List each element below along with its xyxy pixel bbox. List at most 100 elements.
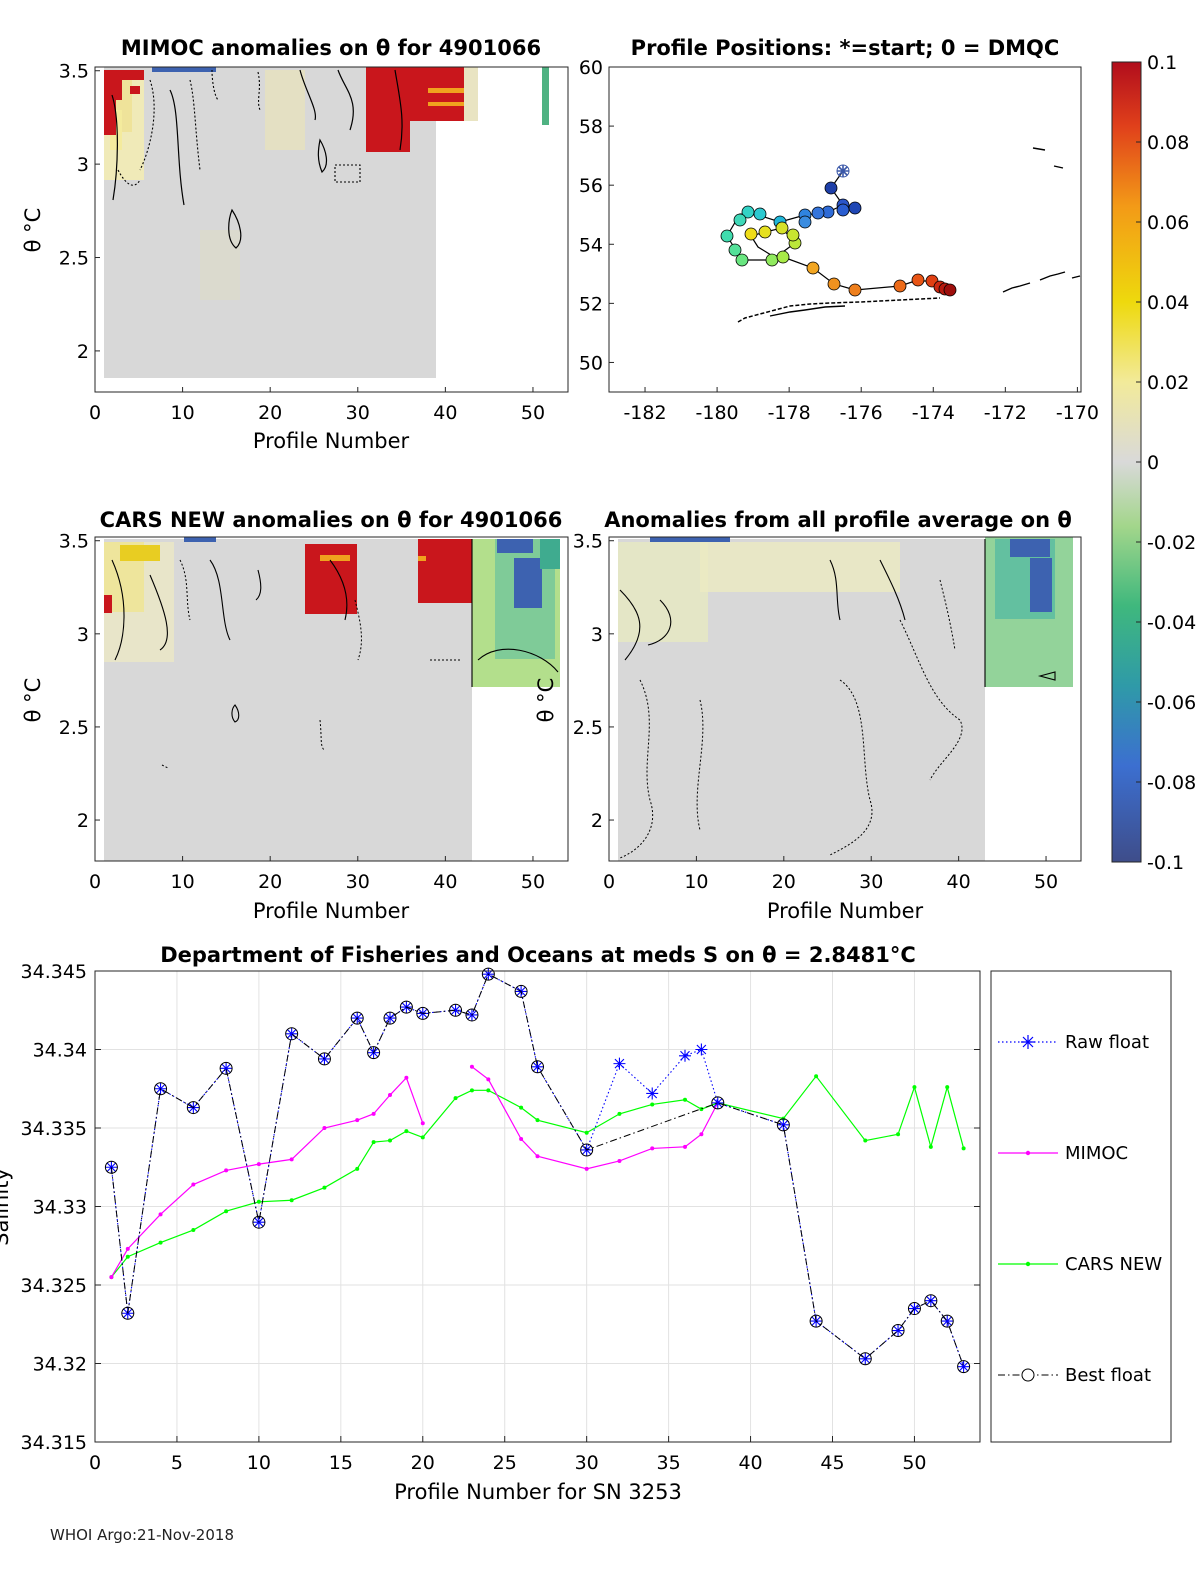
best-float-line	[110, 973, 965, 1367]
profile-position-marker	[911, 273, 925, 287]
cars-ytick-label: 2	[77, 810, 89, 832]
best-float-point	[891, 1324, 905, 1338]
colorbar-tick-label: -0.06	[1147, 692, 1196, 714]
colorbar-tick-label: -0.02	[1147, 532, 1196, 554]
cars-new-point	[388, 1138, 392, 1143]
best-float-point	[317, 1052, 331, 1066]
mimoc-point	[584, 1166, 589, 1171]
cars-new-point	[961, 1146, 966, 1151]
positions-xtick-label: -176	[840, 402, 883, 424]
colorbar-ticks: 0.1 0.08 0.06 0.04 0.02 0 -0.02 -0.04 -0.06 -0.08…	[1136, 52, 1196, 874]
cars-new-point	[584, 1130, 589, 1135]
salinity-xtick-label: 50	[902, 1452, 926, 1474]
mimoc-point	[699, 1132, 704, 1137]
raw-float-point	[646, 1087, 659, 1100]
colorbar-tick-label: -0.08	[1147, 772, 1196, 794]
profile-position-marker	[775, 221, 789, 235]
profile-position-markers	[720, 181, 957, 297]
salinity-ytick-label: 34.325	[21, 1275, 87, 1297]
cars-new-point	[289, 1198, 294, 1203]
positions-ytick-label: 54	[579, 234, 603, 256]
cars-new-point	[224, 1209, 229, 1214]
cars-new-point	[256, 1199, 261, 1204]
best-float-point	[219, 1061, 233, 1075]
cars-new-point	[322, 1185, 327, 1190]
start-star-marker	[836, 164, 850, 178]
cars-xtick-label: 10	[170, 871, 194, 893]
raw-float-point	[859, 1352, 872, 1365]
mimoc-ylabel: θ °C	[21, 208, 45, 253]
mimoc-ytick-label: 2.5	[59, 248, 89, 270]
legend-best-float: Best float	[998, 1365, 1151, 1386]
positions-title: Profile Positions: *=start; 0 = DMQC	[631, 36, 1060, 60]
raw-float-point	[318, 1052, 331, 1065]
positions-xtick-label: -180	[696, 402, 739, 424]
profile-position-marker	[744, 227, 758, 241]
mimoc-xtick-label: 0	[89, 402, 101, 424]
mimoc-point	[355, 1118, 360, 1123]
best-float-point	[776, 1118, 790, 1132]
best-float-point	[399, 1000, 413, 1014]
raw-float-point	[384, 1012, 396, 1025]
allavg-xtick-label: 0	[603, 871, 615, 893]
allavg-xtick-label: 10	[684, 871, 708, 893]
salinity-axis-ticks: 0 5 10 15 20 25 30 35 40 45 50 34.315 34.32 34.325 34.…	[21, 961, 980, 1474]
mimoc-point	[125, 1246, 130, 1251]
mimoc-xtick-label: 40	[433, 402, 457, 424]
salinity-ytick-label: 34.315	[21, 1432, 87, 1454]
mimoc-point	[617, 1158, 622, 1163]
colorbar-tick-label: -0.1	[1147, 852, 1184, 874]
mimoc-point	[388, 1093, 392, 1098]
allavg-xtick-label: 50	[1034, 871, 1058, 893]
cars-new-point	[863, 1138, 868, 1143]
profile-position-marker	[806, 261, 820, 275]
salinity-xtick-label: 20	[411, 1452, 435, 1474]
raw-float-point	[957, 1360, 970, 1373]
colorbar-tick-label: 0.02	[1147, 372, 1189, 394]
legend-cars-new-label: CARS NEW	[1065, 1254, 1162, 1275]
positions-xtick-label: -172	[984, 402, 1027, 424]
cars-ytick-label: 3.5	[59, 531, 89, 553]
cars-new-line	[110, 1075, 965, 1278]
mimoc-point	[469, 1064, 474, 1069]
best-float-point	[940, 1314, 954, 1328]
positions-xtick-label: -182	[623, 402, 666, 424]
salinity-series	[104, 967, 971, 1374]
cars-new-point	[371, 1140, 376, 1145]
mimoc-ytick-label: 3	[77, 154, 89, 176]
mimoc-point	[371, 1111, 376, 1116]
best-float-point	[367, 1046, 381, 1060]
salinity-xlabel: Profile Number for SN 3253	[394, 1480, 682, 1504]
mimoc-point	[404, 1075, 409, 1080]
positions-ytick-label: 56	[579, 175, 603, 197]
raw-float-point	[941, 1315, 954, 1328]
positions-axis-ticks: -182 -180 -178 -176 -174 -172 -170 50 52 54 56 58 60	[579, 57, 1099, 424]
raw-float-point	[613, 1057, 626, 1070]
raw-float-point	[695, 1043, 708, 1056]
best-float-point	[449, 1003, 463, 1017]
cars-new-point	[486, 1088, 491, 1093]
svg-text:Profile Positions: *=start; 0: Profile Positions: *=start; 0 = DMQC	[631, 36, 1060, 60]
profile-position-marker	[765, 253, 779, 267]
legend-mimoc-label: MIMOC	[1065, 1143, 1128, 1164]
salinity-xtick-label: 30	[575, 1452, 599, 1474]
mimoc-xtick-label: 50	[521, 402, 545, 424]
salinity-xtick-label: 5	[171, 1452, 183, 1474]
best-float-point	[531, 1060, 544, 1074]
best-float-point	[514, 984, 528, 998]
best-float-point	[711, 1096, 725, 1110]
allavg-ylabel: θ °C	[534, 678, 558, 723]
cars-axis-ticks: 0 10 20 30 40 50 2 2.5 3 3.5	[59, 531, 545, 893]
cars-new-point	[928, 1144, 933, 1149]
coastline	[737, 147, 1081, 323]
salinity-title: Department of Fisheries and Oceans at me…	[160, 943, 916, 967]
colorbar-tick-label: 0.1	[1147, 52, 1177, 74]
allavg-xtick-label: 40	[947, 871, 971, 893]
cars-new-point	[404, 1129, 409, 1134]
mimoc-title: MIMOC anomalies on θ for 4901066	[121, 36, 541, 60]
allavg-title: Anomalies from all profile average on θ	[604, 508, 1072, 532]
positions-ytick-label: 60	[579, 57, 603, 79]
mimoc-xtick-label: 10	[170, 402, 194, 424]
cars-xtick-label: 20	[258, 871, 282, 893]
cars-new-point	[945, 1085, 950, 1090]
